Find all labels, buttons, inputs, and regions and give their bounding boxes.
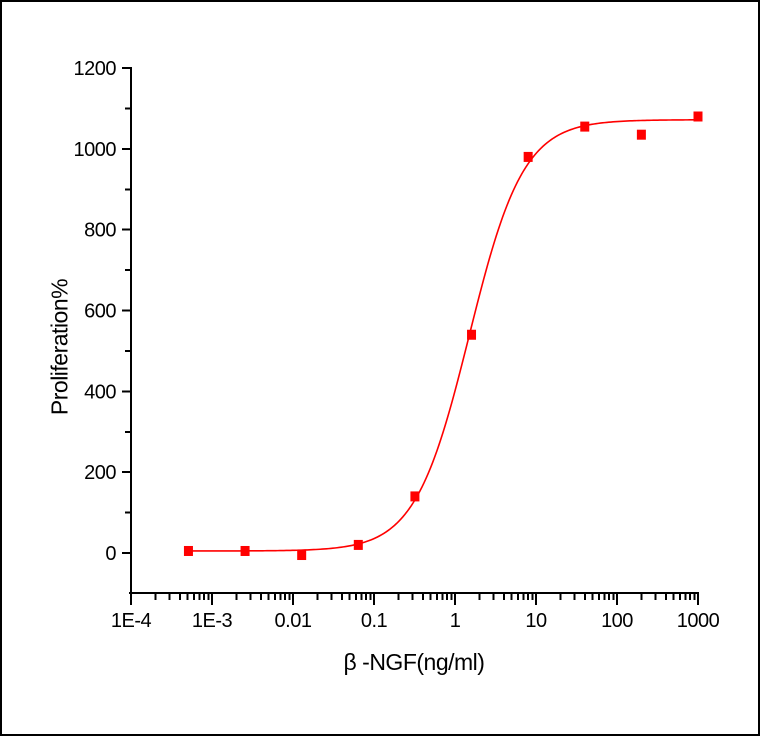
data-point-marker	[523, 151, 533, 162]
x-tick-label: 100	[601, 610, 633, 632]
data-point-marker	[410, 491, 420, 502]
x-tick-label: 0.1	[361, 610, 388, 632]
fit-curve	[188, 119, 698, 552]
x-tick-label: 1E-4	[111, 610, 152, 632]
data-point-marker	[636, 129, 646, 140]
data-point-marker	[693, 111, 703, 122]
y-tick-label: 1200	[74, 58, 117, 80]
x-tick-label: 1000	[677, 610, 720, 632]
data-point-marker	[297, 550, 307, 561]
data-point-marker	[580, 121, 590, 132]
x-tick-label: 10	[525, 610, 547, 632]
y-tick-label: 0	[105, 543, 116, 565]
y-tick-label: 400	[84, 381, 116, 403]
data-point-marker	[353, 539, 363, 550]
x-tick-label: 0.01	[275, 610, 312, 632]
y-tick-label: 600	[84, 301, 116, 323]
data-point-marker	[467, 329, 477, 340]
x-tick-label: 1	[450, 610, 461, 632]
y-axis-title: Proliferation%	[46, 278, 73, 416]
y-tick-label: 800	[84, 220, 116, 242]
x-tick-label: 1E-3	[192, 610, 233, 632]
y-tick-label: 1000	[74, 139, 117, 161]
x-axis-title: β -NGF(ng/ml)	[343, 649, 485, 675]
data-point-marker	[240, 545, 250, 556]
data-point-marker	[183, 545, 193, 556]
y-tick-label: 200	[84, 462, 116, 484]
